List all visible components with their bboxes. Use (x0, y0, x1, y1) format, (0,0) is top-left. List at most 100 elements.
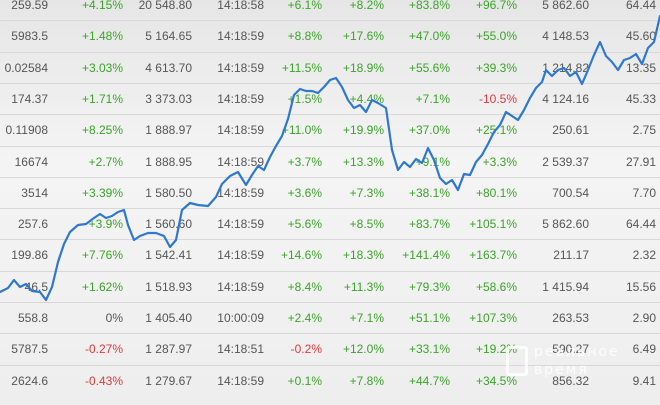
cell-y: +55.0% (475, 29, 517, 44)
cell-last: 27.91 (625, 154, 656, 169)
cell-time: 14:18:59 (217, 60, 264, 75)
cell-m: +12.0% (342, 342, 384, 357)
cell-price: 558.8 (17, 311, 48, 325)
cell-change: -0.43% (84, 373, 123, 388)
cell-time: 14:18:59 (217, 154, 264, 169)
cell-w: +11.5% (281, 60, 322, 75)
watermark-line1: реальное (534, 344, 620, 360)
cell-cap: 1 214.82 (542, 60, 589, 75)
cell-cap: 250.61 (552, 123, 589, 138)
cell-q: +51.1% (408, 311, 450, 325)
cell-y: +80.1% (475, 185, 517, 200)
cell-y: +105.1% (469, 217, 517, 232)
cell-price: 257.6 (17, 217, 48, 232)
cell-volume: 1 888.95 (145, 154, 192, 169)
cell-y: +96.7% (475, 0, 517, 12)
cell-q: +7.1% (415, 91, 450, 106)
cell-price: 5983.5 (11, 29, 48, 44)
cell-w: +3.7% (287, 154, 322, 169)
cell-change: +1.71% (81, 91, 123, 106)
cell-volume: 20 548.80 (138, 0, 192, 12)
cell-last: 6.49 (632, 342, 656, 357)
cell-cap: 5 862.60 (542, 0, 589, 12)
cell-cap: 263.53 (552, 311, 589, 325)
cell-w: +14.6% (280, 248, 322, 263)
table-row: 174.37 +1.71% 3 373.03 14:18:59 +1.5% +4.4% +7… (0, 82, 660, 115)
cell-w: +5.6% (287, 217, 322, 232)
cell-change: +3.39% (81, 185, 123, 200)
cell-y: -10.5% (478, 91, 517, 106)
cell-last: 64.44 (625, 0, 656, 12)
cell-last: 9.41 (632, 373, 656, 388)
cell-last: 2.75 (632, 123, 656, 138)
cell-cap: 1 415.94 (542, 279, 589, 294)
cell-change: +3.03% (81, 60, 123, 75)
cell-q: +83.7% (408, 217, 450, 232)
cell-q: +47.0% (408, 29, 450, 44)
cell-q: +83.8% (408, 0, 450, 12)
cell-last: 13.35 (625, 60, 656, 75)
cell-time: 14:18:59 (217, 248, 264, 263)
cell-q: +38.1% (408, 185, 450, 200)
cell-price: 259.59 (11, 0, 48, 12)
cell-w: +11.0% (281, 123, 322, 138)
cell-w: +8.8% (287, 29, 322, 44)
cell-m: +7.8% (349, 373, 384, 388)
cell-w: +0.1% (287, 373, 322, 388)
cell-w: +6.1% (287, 0, 322, 12)
table-row: 2624.6 -0.43% 1 279.67 14:18:59 +0.1% +7.8% +4… (0, 364, 660, 397)
cell-volume: 4 613.70 (145, 60, 192, 75)
cell-time: 14:18:51 (217, 342, 264, 357)
cell-last: 2.90 (632, 311, 656, 325)
cell-price: 174.37 (11, 91, 48, 106)
cell-cap: 5 862.60 (542, 217, 589, 232)
table-row: 3514 +3.39% 1 580.50 14:18:59 +3.6% +7.3% +38.… (0, 176, 660, 209)
cell-y: +107.3% (469, 311, 517, 325)
cell-m: +17.6% (342, 29, 384, 44)
cell-volume: 1 888.97 (145, 123, 192, 138)
cell-price: 16674 (14, 154, 48, 169)
cell-volume: 1 287.97 (145, 342, 192, 357)
cell-change: +1.62% (81, 279, 123, 294)
cell-last: 45.60 (625, 29, 656, 44)
cell-volume: 5 164.65 (145, 29, 192, 44)
cell-m: +19.9% (342, 123, 384, 138)
cell-time: 14:18:59 (217, 185, 264, 200)
cell-price: 3514 (21, 185, 48, 200)
table-row: 199.86 +7.76% 1 542.41 14:18:59 +14.6% +18.3%… (0, 239, 660, 271)
cell-price: 5787.5 (11, 342, 48, 357)
cell-last: 7.70 (632, 185, 656, 200)
cell-last: 15.56 (625, 279, 656, 294)
table-row: 0.11908 +8.25% 1 888.97 14:18:59 +11.0% +19.9… (0, 114, 660, 146)
cell-m: +8.2% (349, 0, 384, 12)
cell-change: -0.27% (84, 342, 123, 357)
cell-volume: 1 580.50 (145, 185, 192, 200)
cell-cap: 856.32 (552, 373, 589, 388)
cell-change: +3.9% (88, 217, 123, 232)
table-row: 259.59 +4.15% 20 548.80 14:18:58 +6.1% +8.2% +… (0, 0, 660, 21)
cell-volume: 1 279.67 (145, 373, 192, 388)
price-line (0, 14, 660, 302)
cell-price: 199.86 (11, 248, 48, 263)
cell-time: 10:00:09 (217, 311, 264, 325)
cell-w: +1.5% (287, 91, 322, 106)
cell-m: +7.3% (349, 185, 384, 200)
cell-m: +7.1% (349, 311, 384, 325)
cell-price: 0.11908 (5, 123, 49, 138)
cell-volume: 3 373.03 (145, 91, 192, 106)
cell-change: +8.25% (81, 123, 123, 138)
cell-w: -0.2% (290, 342, 322, 357)
cell-m: +18.9% (342, 60, 384, 75)
cell-time: 14:18:58 (217, 0, 264, 12)
cell-y: +163.7% (469, 248, 517, 263)
cell-m: +8.5% (349, 217, 384, 232)
cell-price: 0.02584 (4, 60, 48, 75)
cell-price: 2624.6 (11, 373, 48, 388)
cell-time: 14:18:59 (217, 373, 264, 388)
cell-cap: 211.17 (553, 248, 589, 263)
cell-last: 2.32 (632, 248, 656, 263)
cell-time: 14:18:59 (217, 279, 264, 294)
cell-change: +4.15% (81, 0, 123, 12)
